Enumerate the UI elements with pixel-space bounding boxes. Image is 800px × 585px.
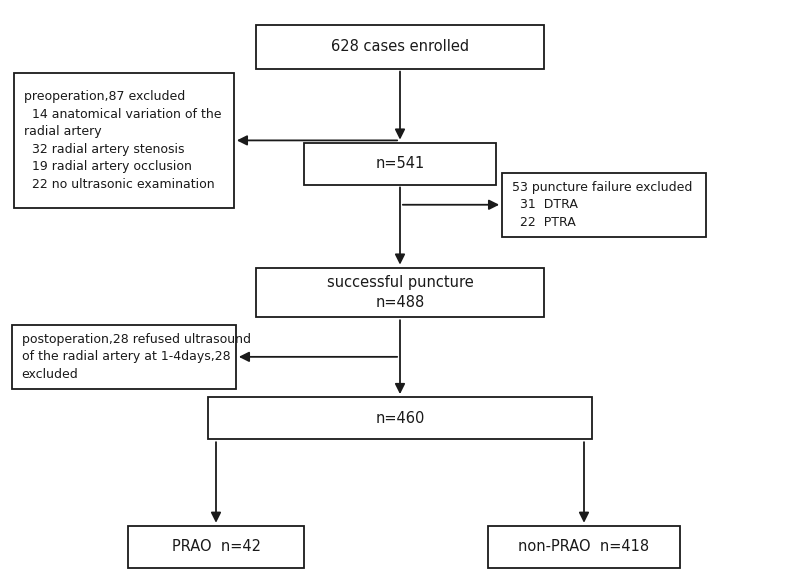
FancyBboxPatch shape (502, 173, 706, 237)
FancyBboxPatch shape (12, 325, 236, 389)
Text: successful puncture
n=488: successful puncture n=488 (326, 275, 474, 310)
FancyBboxPatch shape (128, 526, 304, 568)
FancyBboxPatch shape (256, 25, 544, 68)
Text: n=541: n=541 (375, 156, 425, 171)
FancyBboxPatch shape (304, 143, 496, 185)
Text: n=460: n=460 (375, 411, 425, 426)
FancyBboxPatch shape (208, 397, 592, 439)
FancyBboxPatch shape (256, 268, 544, 317)
FancyBboxPatch shape (14, 73, 234, 208)
FancyBboxPatch shape (488, 526, 680, 568)
Text: non-PRAO  n=418: non-PRAO n=418 (518, 539, 650, 555)
Text: 628 cases enrolled: 628 cases enrolled (331, 39, 469, 54)
Text: preoperation,87 excluded
  14 anatomical variation of the
radial artery
  32 rad: preoperation,87 excluded 14 anatomical v… (23, 90, 221, 191)
Text: 53 puncture failure excluded
  31  DTRA
  22  PTRA: 53 puncture failure excluded 31 DTRA 22 … (512, 181, 692, 229)
Text: postoperation,28 refused ultrasound
of the radial artery at 1-4days,28
excluded: postoperation,28 refused ultrasound of t… (22, 333, 250, 381)
Text: PRAO  n=42: PRAO n=42 (171, 539, 261, 555)
